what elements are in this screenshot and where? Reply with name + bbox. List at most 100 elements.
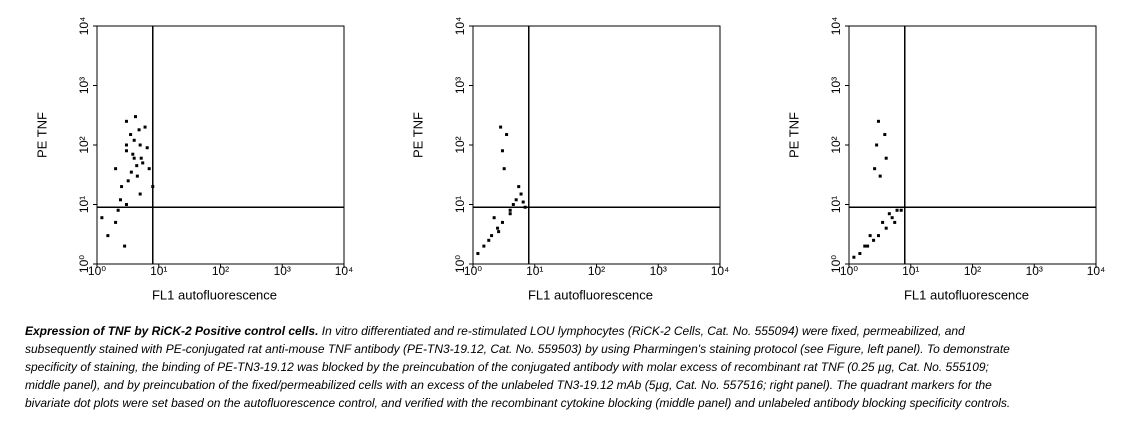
dot — [143, 125, 147, 129]
dot — [868, 234, 872, 238]
dot — [884, 226, 888, 230]
x-axis-label: FL1 autofluorescence — [528, 287, 653, 302]
x-axis-label: FL1 autofluorescence — [904, 287, 1029, 302]
dot — [120, 185, 124, 189]
y-tick-label: 10¹ — [453, 196, 467, 213]
dot — [517, 185, 521, 189]
dot — [500, 220, 504, 224]
x-tick-label: 10³ — [274, 264, 291, 278]
dot — [114, 167, 118, 171]
y-tick-label: 10¹ — [77, 196, 91, 213]
dot — [502, 167, 506, 171]
caption-title: Expression of TNF by RiCK-2 Positive con… — [25, 324, 319, 338]
x-tick-label: 10² — [964, 264, 981, 278]
x-tick-label: 10³ — [1026, 264, 1043, 278]
y-tick-label: 10² — [829, 136, 843, 153]
dot — [499, 125, 503, 129]
dot — [151, 185, 155, 189]
dot — [878, 174, 882, 178]
y-tick-label: 10⁴ — [77, 17, 91, 36]
dot — [476, 252, 480, 256]
dot — [875, 143, 879, 147]
dot — [500, 149, 504, 153]
x-tick-label: 10⁴ — [1087, 264, 1106, 278]
dot — [482, 244, 486, 248]
dot — [124, 149, 128, 153]
dot — [132, 156, 136, 160]
y-tick-label: 10¹ — [829, 196, 843, 213]
x-tick-label: 10¹ — [902, 264, 919, 278]
dot — [884, 156, 888, 160]
x-tick-label: 10¹ — [526, 264, 543, 278]
y-tick-label: 10⁰ — [77, 255, 91, 273]
x-tick-label: 10² — [588, 264, 605, 278]
caption-text: In vitro differentiated and re-stimulate… — [25, 324, 1011, 410]
dot — [893, 220, 897, 224]
dot — [521, 200, 525, 204]
dot — [876, 119, 880, 123]
dot — [873, 167, 877, 171]
x-tick-label: 10⁰ — [88, 264, 106, 278]
dot — [508, 212, 512, 216]
dot — [496, 226, 500, 230]
dot — [492, 216, 496, 220]
y-tick-label: 10² — [453, 136, 467, 153]
dot — [866, 244, 870, 248]
dot — [124, 143, 128, 147]
dot — [895, 208, 899, 212]
dot — [123, 244, 127, 248]
y-axis-label: PE TNF — [34, 112, 49, 158]
dot — [883, 133, 887, 137]
dot — [519, 192, 523, 196]
dot — [145, 146, 149, 150]
dot — [135, 164, 139, 168]
y-tick-label: 10⁴ — [829, 17, 843, 36]
dot — [139, 156, 143, 160]
y-tick-label: 10² — [77, 136, 91, 153]
y-tick-label: 10³ — [453, 77, 467, 94]
dot — [135, 174, 139, 178]
x-tick-label: 10² — [212, 264, 229, 278]
dot — [100, 216, 104, 220]
dot — [129, 170, 133, 174]
dot — [138, 192, 142, 196]
dot — [141, 161, 145, 165]
dot — [508, 208, 512, 212]
x-tick-label: 10⁴ — [335, 264, 354, 278]
y-tick-label: 10⁰ — [829, 255, 843, 273]
dot — [881, 220, 885, 224]
dot — [514, 198, 518, 202]
y-tick-label: 10⁴ — [453, 17, 467, 36]
dot — [118, 198, 122, 202]
dot — [852, 255, 856, 259]
x-tick-label: 10⁰ — [464, 264, 482, 278]
y-tick-label: 10⁰ — [453, 255, 467, 273]
plot-frame — [96, 25, 345, 265]
x-tick-label: 10³ — [650, 264, 667, 278]
dot — [147, 167, 151, 171]
dot — [497, 230, 501, 234]
dot — [876, 234, 880, 238]
figure: 10⁰ 10¹ 10² 10³ 10⁴ 10⁰ 10¹ 10² 10³ 10⁴ FL1 autofl… — [34, 17, 1106, 303]
plot-frame — [472, 25, 721, 265]
dot — [126, 179, 130, 183]
dot — [129, 133, 133, 137]
dot — [523, 205, 527, 209]
dot — [899, 208, 903, 212]
dot — [858, 252, 862, 256]
dot — [872, 238, 876, 242]
dot — [133, 115, 137, 119]
x-axis-label: FL1 autofluorescence — [152, 287, 277, 302]
dot — [137, 128, 141, 132]
x-tick-label: 10¹ — [150, 264, 167, 278]
dot — [511, 203, 515, 206]
y-axis-label: PE TNF — [410, 112, 425, 158]
dot — [505, 133, 509, 137]
dot — [124, 119, 128, 123]
dot — [131, 152, 135, 156]
dot — [887, 212, 891, 216]
dot — [890, 216, 894, 220]
dot — [132, 138, 136, 142]
dot — [124, 203, 128, 206]
